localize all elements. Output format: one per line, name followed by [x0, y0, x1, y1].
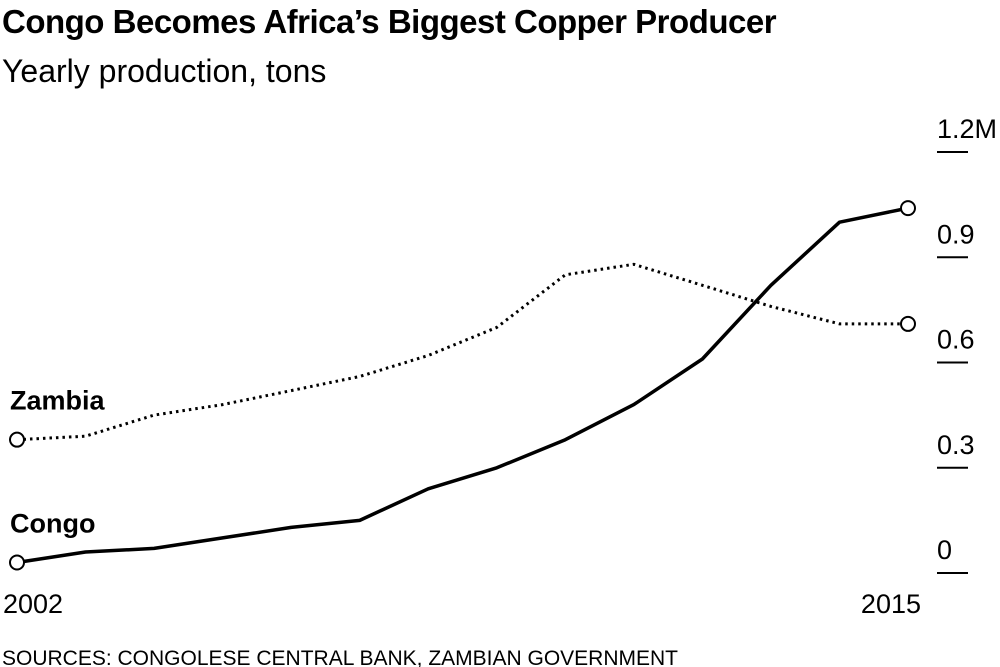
x-tick-label: 2015 [861, 589, 921, 619]
series-label: Congo [10, 508, 95, 538]
series-line [16, 262, 908, 442]
end-marker [9, 554, 25, 571]
end-marker [900, 200, 916, 217]
y-tick-label: 0.6 [937, 325, 975, 355]
y-tick-label: 1.2M [937, 114, 997, 144]
y-tick-label: 0.9 [937, 219, 975, 249]
end-marker [900, 315, 916, 332]
source-note: SOURCES: CONGOLESE CENTRAL BANK, ZAMBIAN… [2, 647, 678, 667]
y-tick-label: 0 [937, 535, 952, 565]
y-tick-label: 0.3 [937, 430, 975, 460]
series-label: Zambia [10, 386, 106, 416]
chart-title: Congo Becomes Africa’s Biggest Copper Pr… [2, 3, 777, 40]
end-marker [9, 431, 25, 448]
chart-subtitle: Yearly production, tons [2, 53, 326, 89]
series-line [16, 206, 909, 565]
x-tick-label: 2002 [3, 589, 63, 619]
